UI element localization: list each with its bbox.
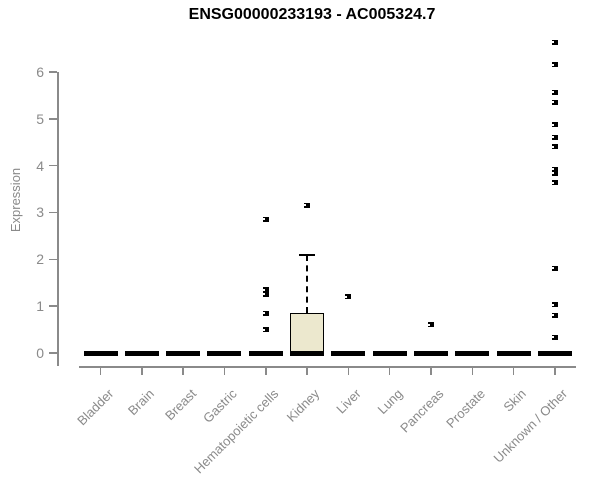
median-line [166,350,201,356]
y-tick-label: 2 [36,251,44,268]
x-axis-category-label: Breast [161,386,199,424]
outlier-point [304,202,311,208]
y-axis-line [57,72,59,366]
x-axis-category-label: Liver [333,386,365,417]
median-line [414,350,449,356]
outlier-point [552,62,559,68]
median-line [248,350,283,356]
x-axis-category-label: Bladder [73,386,117,429]
median-line [455,350,490,356]
chart-title: ENSG00000233193 - AC005324.7 [188,6,436,23]
x-tick-mark [512,366,515,375]
median-line [290,350,325,356]
x-axis-category-label: Kidney [284,386,323,425]
median-line [124,350,159,356]
outlier-point [552,170,559,176]
x-tick-mark [99,366,102,375]
y-tick-mark [49,211,57,214]
x-tick-mark [182,366,184,375]
median-line [331,350,366,356]
y-tick-mark [49,305,57,307]
median-line [207,350,242,356]
x-axis-category-label: Lung [374,386,406,418]
x-tick-mark [471,366,474,375]
x-axis-category-label: Brain [125,386,158,419]
outlier-point [552,166,559,172]
outlier-point [552,180,559,186]
x-tick-mark [430,366,432,375]
outlier-point [552,265,559,271]
y-tick-mark [49,258,57,261]
x-tick-mark [388,366,391,375]
outlier-point [262,310,269,316]
outlier-point [552,302,559,308]
x-axis-category-label: Unknown / Other [491,386,571,466]
y-tick-label: 5 [36,110,44,127]
outlier-point [552,39,559,45]
median-line [538,350,573,356]
x-axis-category-label: Skin [500,386,530,415]
outlier-point [262,216,269,222]
y-tick-mark [49,118,57,120]
x-axis-category-label: Prostate [443,386,488,431]
outlier-point [552,122,559,128]
y-tick-label: 6 [36,63,44,80]
outlier-point [552,144,559,150]
outlier-point [552,134,559,140]
outlier-point [262,291,269,297]
y-tick-mark [49,164,57,167]
y-tick-mark [49,71,57,73]
y-tick-label: 4 [36,157,44,174]
y-tick-mark [49,352,57,354]
whisker-line [306,254,309,314]
x-tick-mark [265,366,267,375]
outlier-point [428,322,435,328]
median-line [83,350,118,356]
x-tick-mark [223,366,226,375]
y-tick-label: 3 [36,204,44,221]
median-line [496,350,531,356]
x-tick-mark [306,366,308,375]
x-axis-category-label: Gastric [200,386,241,426]
median-line [372,350,407,356]
y-tick-label: 0 [36,345,44,361]
outlier-point [552,89,559,95]
outlier-point [345,294,352,300]
y-tick-label: 1 [36,298,44,315]
outlier-point [552,334,559,340]
x-axis-line [79,366,576,368]
x-axis-category-label: Pancreas [397,386,447,436]
x-tick-mark [141,366,143,375]
whisker-cap [299,253,316,256]
outlier-point [262,287,269,293]
box-iqr [290,313,325,355]
outlier-point [552,99,559,105]
outlier-point [552,312,559,318]
x-tick-mark [554,366,556,375]
x-tick-mark [347,366,350,375]
outlier-point [262,327,269,333]
